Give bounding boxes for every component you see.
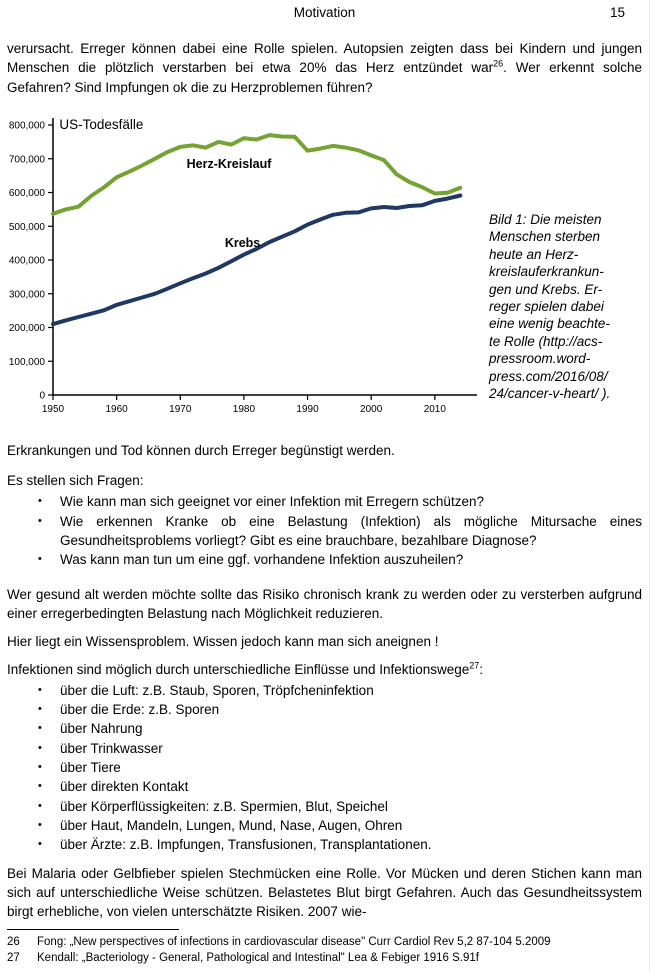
caption-line: pressroom.word-	[489, 351, 591, 367]
svg-text:1950: 1950	[42, 404, 65, 415]
list-item-text: über die Luft: z.B. Staub, Sporen, Tröpf…	[60, 682, 374, 698]
list-item-text: Wie erkennen Kranke ob eine Belastung (I…	[60, 513, 642, 549]
paragraph-text: Infektionen sind möglich durch unterschi…	[7, 661, 470, 677]
svg-text:US-Todesfälle: US-Todesfälle	[59, 117, 143, 132]
svg-text:300,000: 300,000	[9, 289, 46, 300]
caption-line: press.com/2016/08/	[489, 368, 608, 384]
caption-line: 24/cancer-v-heart/ ).	[489, 385, 611, 401]
footnote-number: 26	[7, 936, 20, 948]
paragraph-malaria: Bei Malaria oder Gelbfieber spielen Stec…	[7, 865, 642, 920]
caption-line: reger spielen dabei	[489, 298, 604, 314]
svg-text:1980: 1980	[233, 404, 256, 415]
figure-block: 0 100,000 200,000 300,000 400,000 500,000 600,…	[7, 111, 642, 423]
bullet-icon: •	[38, 703, 42, 716]
caption-line: heute an Herz-	[489, 246, 579, 262]
svg-text:400,000: 400,000	[9, 255, 46, 266]
list-item: • über direkten Kontakt	[7, 777, 642, 796]
bullet-icon: •	[38, 495, 42, 508]
mortality-chart: 0 100,000 200,000 300,000 400,000 500,000 600,…	[9, 117, 477, 415]
list-item-text: über Körperflüssigkeiten: z.B. Spermien,…	[60, 798, 388, 814]
footnote-rule	[7, 929, 179, 930]
page-title: Motivation	[293, 5, 356, 20]
list-item: • über Tiere	[7, 758, 642, 777]
bullet-icon: •	[38, 838, 42, 851]
caption-line: eine wenig beachte-	[489, 316, 610, 332]
caption-line: kreislauferkrankun-	[489, 264, 604, 280]
paragraph-text: . Wer erkennt solche Gefahren? Sind Impf…	[7, 60, 642, 95]
svg-text:200,000: 200,000	[9, 323, 46, 334]
caption-line: te Rolle (http://acs-	[489, 333, 603, 349]
paragraph-gesund: Wer gesund alt werden möchte sollte das …	[7, 586, 642, 621]
footnote: 27 Kendall: „Bacteriology - General, Pat…	[7, 951, 642, 967]
paragraph-wissen: Hier liegt ein Wissensproblem. Wissen je…	[7, 634, 439, 650]
paragraph-text: :	[479, 661, 484, 677]
caption-line: Menschen sterben	[489, 229, 601, 245]
footnote: 26 Fong: „New perspectives of infections…	[7, 935, 642, 951]
paragraph-infektionen-lead: Infektionen sind möglich durch unterschi…	[7, 660, 642, 679]
footnote-text: Kendall: „Bacteriology - General, Pathol…	[37, 951, 479, 964]
bullet-icon: •	[38, 683, 42, 696]
caption-line: Bild 1: Die meisten	[489, 211, 602, 227]
caption-line: gen und Krebs. Er-	[489, 281, 603, 297]
list-item-text: über Nahrung	[60, 721, 143, 737]
footnote-number: 27	[7, 951, 20, 964]
bullet-icon: •	[38, 780, 42, 793]
svg-text:500,000: 500,000	[9, 222, 46, 233]
paragraph-text: verursacht. Erreger können dabei eine Ro…	[7, 41, 642, 76]
svg-text:Krebs: Krebs	[225, 236, 260, 250]
list-item-text: über Tiere	[60, 760, 121, 776]
footnote-ref-27: 27	[469, 660, 480, 671]
list-item: • über Trinkwasser	[7, 739, 642, 758]
list-item-text: Was kann man tun um eine ggf. vorhandene…	[60, 552, 464, 568]
svg-text:1960: 1960	[106, 404, 129, 415]
svg-text:100,000: 100,000	[9, 357, 46, 368]
list-item-text: über Trinkwasser	[60, 740, 163, 756]
bullet-icon: •	[38, 553, 42, 566]
paragraph-intro: verursacht. Erreger können dabei eine Ro…	[7, 39, 642, 97]
fragen-list: • Wie kann man sich geeignet vor einer I…	[7, 492, 642, 569]
list-item: • über die Erde: z.B. Sporen	[7, 700, 642, 719]
bullet-icon: •	[38, 761, 42, 774]
svg-text:700,000: 700,000	[9, 154, 46, 165]
page-content: verursacht. Erreger können dabei eine Ro…	[0, 39, 649, 921]
infektionswege-list: • über die Luft: z.B. Staub, Sporen, Trö…	[7, 681, 642, 855]
bullet-icon: •	[38, 741, 42, 754]
footnote-ref-26: 26	[493, 58, 504, 69]
list-item: • über Körperflüssigkeiten: z.B. Spermie…	[7, 797, 642, 816]
svg-text:1970: 1970	[169, 404, 192, 415]
svg-text:600,000: 600,000	[9, 188, 46, 199]
figure-caption: Bild 1: Die meisten Menschen sterben heu…	[489, 211, 641, 423]
list-item-text: über direkten Kontakt	[60, 779, 189, 795]
bullet-icon: •	[38, 722, 42, 735]
paragraph-erkrankungen: Erkrankungen und Tod können durch Errege…	[7, 442, 395, 458]
list-item: • Wie erkennen Kranke ob eine Belastung …	[7, 512, 642, 551]
list-item-text: über Haut, Mandeln, Lungen, Mund, Nase, …	[60, 817, 403, 833]
list-item: • Was kann man tun um eine ggf. vorhande…	[7, 550, 642, 569]
bullet-icon: •	[38, 799, 42, 812]
list-item: • über Ärzte: z.B. Impfungen, Transfusio…	[7, 835, 642, 854]
svg-text:800,000: 800,000	[9, 120, 46, 131]
list-item: • Wie kann man sich geeignet vor einer I…	[7, 492, 642, 511]
paragraph-fragen-lead: Es stellen sich Fragen:	[7, 473, 144, 489]
list-item: • über die Luft: z.B. Staub, Sporen, Trö…	[7, 681, 642, 700]
svg-text:2000: 2000	[360, 404, 383, 415]
svg-text:0: 0	[39, 390, 45, 401]
bullet-icon: •	[38, 514, 42, 527]
page-header: Motivation 15	[0, 0, 649, 25]
list-item: • über Nahrung	[7, 719, 642, 738]
footnotes-section: 26 Fong: „New perspectives of infections…	[7, 929, 642, 966]
list-item-text: über Ärzte: z.B. Impfungen, Transfusione…	[60, 837, 432, 853]
list-item-text: Wie kann man sich geeignet vor einer Inf…	[60, 494, 484, 510]
page-number: 15	[609, 5, 625, 20]
svg-text:1990: 1990	[296, 404, 319, 415]
list-item: • über Haut, Mandeln, Lungen, Mund, Nase…	[7, 816, 642, 835]
bullet-icon: •	[38, 818, 42, 831]
svg-text:2010: 2010	[424, 404, 447, 415]
list-item-text: über die Erde: z.B. Sporen	[60, 702, 220, 718]
footnote-text: Fong: „New perspectives of infections in…	[37, 936, 551, 948]
svg-text:Herz-Kreislauf: Herz-Kreislauf	[187, 157, 273, 171]
